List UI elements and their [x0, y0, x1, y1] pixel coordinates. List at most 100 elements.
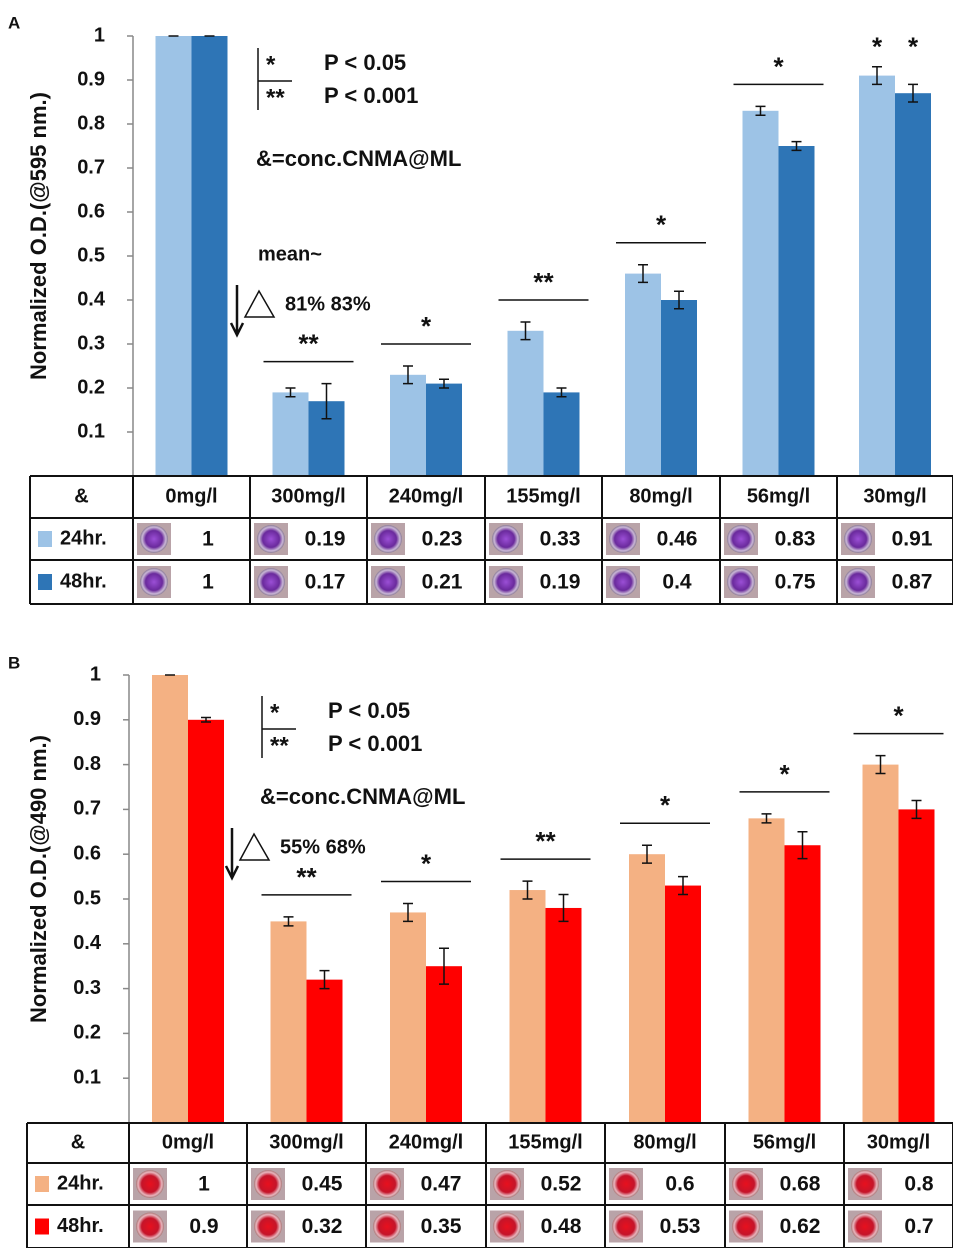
- table-value: 0.75: [775, 571, 816, 594]
- delta-label: 81% 83%: [285, 293, 371, 315]
- well-image: [851, 1213, 879, 1241]
- significance-mark: *: [656, 210, 667, 240]
- bar: [785, 845, 821, 1123]
- y-tick-label: 0.1: [73, 1066, 101, 1088]
- y-tick-label: 0.4: [77, 288, 106, 310]
- bar: [895, 93, 931, 476]
- legend-text: P < 0.05: [324, 50, 406, 75]
- significance-mark: *: [779, 759, 790, 789]
- table-value: 0.91: [892, 528, 933, 551]
- y-tick-label: 0.8: [73, 753, 101, 775]
- legend-text: P < 0.001: [328, 731, 422, 756]
- table-value: 0.46: [657, 528, 698, 551]
- well-image: [492, 525, 520, 553]
- well-image: [136, 1213, 164, 1241]
- category-label: 240mg/l: [389, 1131, 463, 1153]
- significance-mark: *: [908, 32, 919, 62]
- y-tick-label: 0.3: [73, 977, 101, 999]
- table-value: 0.19: [540, 571, 581, 594]
- delta-label: 55% 68%: [280, 836, 366, 858]
- bar: [152, 675, 188, 1123]
- significance-mark: **: [296, 862, 317, 892]
- well-image: [732, 1213, 760, 1241]
- y-tick-label: 0.5: [73, 887, 101, 909]
- bar: [508, 331, 544, 476]
- table-value: 0.68: [780, 1173, 821, 1196]
- table-value: 0.83: [775, 528, 816, 551]
- table-value: 0.23: [422, 528, 463, 551]
- y-axis-label: Normalized O.D.(@595 nm.): [26, 92, 51, 380]
- bar: [271, 921, 307, 1123]
- well-image: [257, 525, 285, 553]
- well-image: [257, 568, 285, 596]
- bar: [779, 146, 815, 476]
- y-tick-label: 0.8: [77, 112, 105, 134]
- bar: [863, 765, 899, 1123]
- significance-mark: *: [773, 51, 784, 81]
- bar: [899, 809, 935, 1123]
- table-value: 0.6: [665, 1173, 694, 1196]
- significance-mark: **: [535, 826, 556, 856]
- bar: [625, 274, 661, 476]
- well-image: [254, 1170, 282, 1198]
- table-value: 1: [202, 528, 214, 551]
- y-tick-label: 0.1: [77, 420, 105, 442]
- bar: [192, 36, 228, 476]
- table-value: 1: [198, 1173, 210, 1196]
- legend-label: 24hr.: [57, 1172, 104, 1194]
- legend-text: P < 0.001: [324, 83, 418, 108]
- y-tick-label: 1: [94, 24, 105, 46]
- bar: [665, 886, 701, 1123]
- bar: [273, 392, 309, 476]
- well-image: [844, 568, 872, 596]
- y-tick-label: 0.4: [73, 932, 102, 954]
- bar: [661, 300, 697, 476]
- table-value: 0.21: [422, 571, 463, 594]
- table-value: 0.47: [421, 1173, 462, 1196]
- bar: [426, 966, 462, 1123]
- significance-mark: **: [533, 267, 554, 297]
- category-label: 155mg/l: [506, 485, 580, 507]
- legend-symbol: **: [270, 732, 289, 759]
- category-label: 0mg/l: [162, 1131, 214, 1153]
- bar: [743, 111, 779, 476]
- well-image: [374, 568, 402, 596]
- bar: [510, 890, 546, 1123]
- bar: [426, 384, 462, 476]
- well-image: [140, 525, 168, 553]
- legend-symbol: *: [266, 51, 276, 78]
- table-value: 0.45: [302, 1173, 343, 1196]
- well-image: [732, 1170, 760, 1198]
- well-image: [727, 525, 755, 553]
- category-label: 240mg/l: [389, 485, 463, 507]
- legend-swatch: [38, 531, 52, 547]
- bar: [859, 76, 895, 476]
- category-label: 300mg/l: [271, 485, 345, 507]
- y-tick-label: 0.7: [73, 798, 101, 820]
- arrow: [231, 285, 243, 335]
- well-image: [612, 1170, 640, 1198]
- note: &=conc.CNMA@ML: [256, 146, 461, 171]
- well-image: [493, 1170, 521, 1198]
- arrow: [226, 828, 238, 878]
- table-value: 0.17: [305, 571, 346, 594]
- table-value: 0.48: [541, 1215, 582, 1238]
- well-image: [851, 1170, 879, 1198]
- well-image: [374, 525, 402, 553]
- bar: [156, 36, 192, 476]
- y-tick-label: 0.5: [77, 244, 105, 266]
- well-image: [493, 1213, 521, 1241]
- y-tick-label: 0.6: [73, 842, 101, 864]
- delta-symbol: [240, 834, 269, 860]
- y-tick-label: 0.9: [77, 68, 105, 90]
- legend-swatch: [35, 1219, 49, 1235]
- bar: [629, 854, 665, 1123]
- significance-mark: *: [421, 848, 432, 878]
- legend-symbol: *: [270, 699, 280, 726]
- table-header: &: [74, 485, 88, 507]
- table-header: &: [71, 1131, 85, 1153]
- table-value: 0.35: [421, 1215, 462, 1238]
- table-value: 0.9: [189, 1215, 218, 1238]
- table-value: 0.4: [662, 571, 692, 594]
- category-label: 56mg/l: [753, 1131, 816, 1153]
